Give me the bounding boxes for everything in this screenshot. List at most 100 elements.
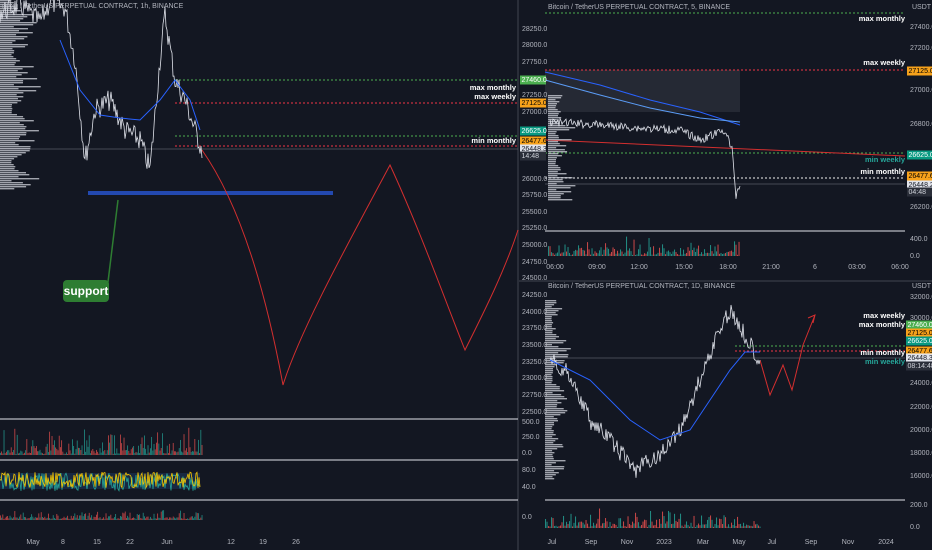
volume-profile [548,123,560,125]
volume-bar [135,451,137,455]
volume-profile [0,38,25,40]
volume-bar [755,524,757,528]
volume-profile [545,476,553,478]
histogram-bar [37,517,39,520]
volume-bar [678,254,680,256]
volume-bar [90,453,91,455]
volume-bar [85,451,87,455]
volume-bar [0,452,1,455]
volume-profile [548,139,572,141]
level-label: max monthly [859,320,906,329]
price-axi: 27000.0 [910,87,932,94]
volume-bar [570,254,572,256]
histogram-bar [124,511,126,520]
volume-bar [563,252,565,256]
volume-bar [145,448,147,455]
volume-bar [609,521,611,528]
volume-bar [698,523,700,528]
volume-profile [0,116,24,118]
price-badge-bg [907,187,932,197]
volume-profile [548,167,561,169]
price-axi: 23500.0 [522,342,547,349]
volume-profile [0,106,12,108]
volume-profile [0,6,15,8]
volume-profile [545,332,553,334]
time-axi: 12:00 [630,264,648,271]
price-badge: 26477.6 [908,348,932,355]
histogram-bar [147,516,149,520]
volume-bar [594,525,596,528]
histogram-bar [6,516,7,520]
volume-bar [545,519,547,528]
volume-bar [666,251,668,256]
volume-bar [9,452,11,455]
volume-profile [0,104,12,106]
volume-bar [162,433,163,455]
volume-bar [552,253,554,256]
volume-bar [702,254,704,256]
volume-profile [548,159,556,161]
volume-profile [545,396,565,398]
histogram-bar [36,517,37,520]
volume-bar [93,451,95,455]
histogram-bar [7,516,9,520]
volume-profile [545,394,562,396]
histogram-bar [82,516,84,520]
histogram-bar [123,513,125,520]
histogram-bar [138,515,139,520]
histogram-bar [132,518,133,520]
price-axi: 27750.0 [522,59,547,66]
price-badge-bg [906,328,932,338]
volume-profile [0,174,30,176]
volume-bar [141,437,143,455]
price-series [0,0,203,169]
volume-bar [732,251,734,256]
volume-bar [80,450,82,455]
volume-profile [548,145,567,147]
volume-profile [545,412,566,414]
volume-profile [548,193,564,195]
volume-bar [561,522,563,528]
volume-profile [0,84,14,86]
volume-bar [549,526,551,528]
volume-bar [110,434,112,455]
volume-profile [545,318,552,320]
volume-profile [0,142,16,144]
volume-bar [618,253,620,256]
price-axi: 25500.0 [522,209,547,216]
volume-bar [587,242,589,256]
volume-bar [662,244,664,256]
volume-profile [0,54,12,56]
volume-profile [0,88,19,90]
band [545,70,740,112]
volume-bar [153,443,155,455]
volume-bar [677,521,679,528]
volume-bar [695,526,697,528]
currency: USDT [912,283,932,290]
volume-bar [665,254,667,256]
histogram-bar [190,516,192,520]
time-axi: 19 [259,539,267,546]
volume-profile [548,187,571,189]
volume-bar [129,453,131,455]
price-axi: 24500.0 [522,275,547,282]
volume-profile [545,356,568,358]
indicator-axi: 0.0 [910,524,920,531]
volume-bar [172,442,174,455]
volume-bar [21,451,23,455]
price-badge-bg [520,144,546,154]
volume-profile [548,153,559,155]
volume-bar [63,453,65,455]
volume-bar [689,250,691,256]
level-label: min monthly [860,348,905,357]
volume-profile [545,420,558,422]
volume-bar [79,448,81,455]
volume-bar [166,445,168,455]
histogram-bar [129,512,131,520]
volume-bar [738,524,740,528]
volume-profile [548,113,559,115]
histogram-bar [78,518,79,520]
time-axi: 22 [126,539,134,546]
volume-bar [158,443,160,455]
volume-bar [734,519,736,528]
